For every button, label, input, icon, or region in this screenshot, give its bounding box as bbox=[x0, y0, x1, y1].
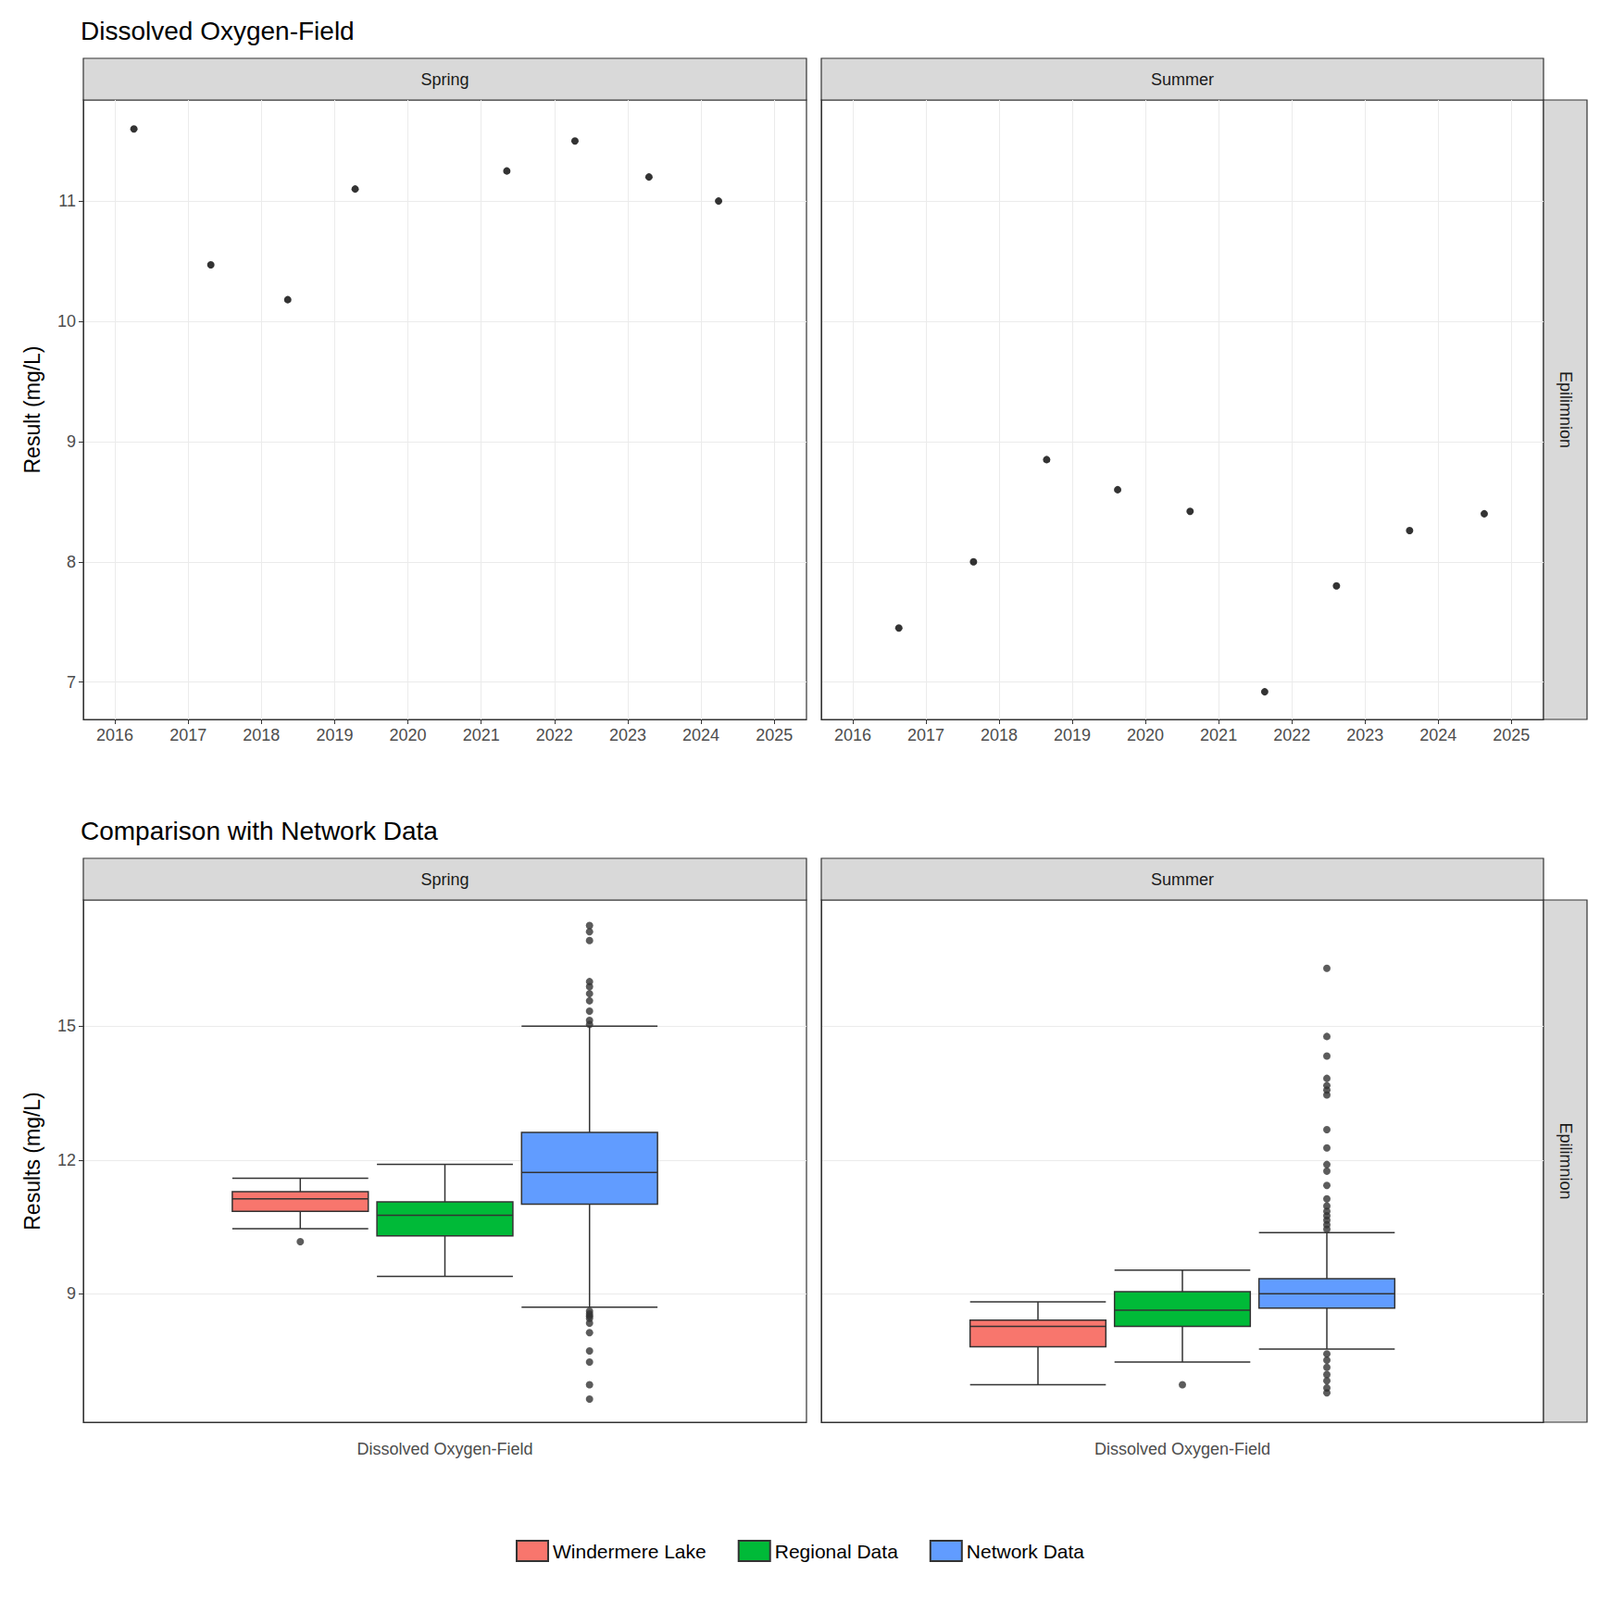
svg-text:2018: 2018 bbox=[980, 725, 1018, 745]
svg-text:Summer: Summer bbox=[1150, 70, 1214, 89]
svg-text:8: 8 bbox=[66, 552, 76, 572]
svg-text:Results (mg/L): Results (mg/L) bbox=[20, 1091, 45, 1231]
svg-text:9: 9 bbox=[66, 432, 76, 451]
svg-text:Epilimnion: Epilimnion bbox=[1556, 371, 1575, 449]
svg-text:Dissolved Oxygen-Field: Dissolved Oxygen-Field bbox=[1094, 1439, 1271, 1459]
svg-text:2024: 2024 bbox=[682, 725, 720, 745]
svg-text:2020: 2020 bbox=[389, 725, 427, 745]
svg-text:15: 15 bbox=[57, 1016, 76, 1036]
svg-text:2021: 2021 bbox=[1200, 725, 1238, 745]
svg-text:2017: 2017 bbox=[169, 725, 207, 745]
svg-text:2021: 2021 bbox=[462, 725, 500, 745]
svg-text:2023: 2023 bbox=[1346, 725, 1384, 745]
svg-text:2019: 2019 bbox=[1053, 725, 1091, 745]
svg-text:2022: 2022 bbox=[1273, 725, 1311, 745]
svg-text:Summer: Summer bbox=[1150, 870, 1214, 889]
svg-text:Epilimnion: Epilimnion bbox=[1556, 1122, 1575, 1200]
svg-text:Dissolved Oxygen-Field: Dissolved Oxygen-Field bbox=[356, 1439, 533, 1459]
svg-text:12: 12 bbox=[57, 1150, 76, 1170]
svg-text:Windermere Lake: Windermere Lake bbox=[552, 1540, 707, 1563]
svg-text:2018: 2018 bbox=[242, 725, 280, 745]
svg-text:10: 10 bbox=[57, 312, 76, 331]
svg-text:Spring: Spring bbox=[420, 870, 469, 889]
svg-text:2022: 2022 bbox=[536, 725, 574, 745]
svg-text:2024: 2024 bbox=[1419, 725, 1457, 745]
svg-text:9: 9 bbox=[66, 1284, 76, 1303]
svg-text:2016: 2016 bbox=[834, 725, 872, 745]
svg-text:Spring: Spring bbox=[420, 70, 469, 89]
svg-text:Regional Data: Regional Data bbox=[775, 1540, 899, 1563]
svg-text:2020: 2020 bbox=[1126, 725, 1164, 745]
svg-text:2019: 2019 bbox=[315, 725, 353, 745]
svg-text:Network Data: Network Data bbox=[966, 1540, 1086, 1563]
svg-text:2023: 2023 bbox=[609, 725, 647, 745]
svg-text:11: 11 bbox=[58, 191, 76, 211]
svg-text:2025: 2025 bbox=[755, 725, 793, 745]
svg-text:7: 7 bbox=[66, 673, 76, 692]
svg-text:Comparison with Network Data: Comparison with Network Data bbox=[80, 816, 438, 846]
svg-text:Dissolved Oxygen-Field: Dissolved Oxygen-Field bbox=[80, 16, 355, 46]
svg-text:2016: 2016 bbox=[96, 725, 134, 745]
svg-text:2025: 2025 bbox=[1492, 725, 1530, 745]
svg-text:Result (mg/L): Result (mg/L) bbox=[20, 345, 45, 474]
svg-text:2017: 2017 bbox=[907, 725, 945, 745]
